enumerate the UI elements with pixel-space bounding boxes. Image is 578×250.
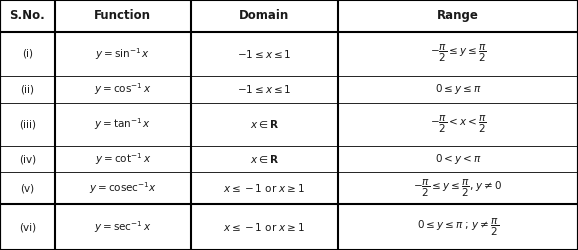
Text: Function: Function (94, 9, 151, 22)
Text: S.No.: S.No. (10, 9, 45, 22)
Text: (iv): (iv) (19, 154, 36, 164)
Text: $x \in \mathbf{R}$: $x \in \mathbf{R}$ (250, 153, 279, 165)
Text: $x \in \mathbf{R}$: $x \in \mathbf{R}$ (250, 118, 279, 130)
Text: $-1 \leq x \leq 1$: $-1 \leq x \leq 1$ (237, 48, 292, 60)
Text: $-\dfrac{\pi}{2} \leq y \leq \dfrac{\pi}{2}$: $-\dfrac{\pi}{2} \leq y \leq \dfrac{\pi}… (429, 43, 487, 64)
Text: $0 \leq y \leq \pi$ ; $y \neq \dfrac{\pi}{2}$: $0 \leq y \leq \pi$ ; $y \neq \dfrac{\pi… (417, 216, 499, 238)
Text: (i): (i) (22, 49, 33, 59)
Text: $-1 \leq x \leq 1$: $-1 \leq x \leq 1$ (237, 84, 292, 96)
Text: $y = \tan^{-1}x$: $y = \tan^{-1}x$ (94, 116, 151, 132)
Text: (v): (v) (20, 183, 35, 193)
Text: $y = \sin^{-1}x$: $y = \sin^{-1}x$ (95, 46, 150, 62)
Text: $y = \mathrm{cosec}^{-1}x$: $y = \mathrm{cosec}^{-1}x$ (89, 180, 157, 196)
Text: $-\dfrac{\pi}{2} \leq y \leq \dfrac{\pi}{2}$, $y \neq 0$: $-\dfrac{\pi}{2} \leq y \leq \dfrac{\pi}… (413, 178, 503, 199)
Text: $y = \sec^{-1}x$: $y = \sec^{-1}x$ (94, 219, 151, 235)
Text: $x \leq -1$ or $x \geq 1$: $x \leq -1$ or $x \geq 1$ (223, 221, 306, 233)
Text: Domain: Domain (239, 9, 290, 22)
Text: $0 \leq y \leq \pi$: $0 \leq y \leq \pi$ (435, 82, 481, 96)
Text: (iii): (iii) (19, 119, 36, 129)
Text: Range: Range (437, 9, 479, 22)
Text: (ii): (ii) (20, 84, 35, 94)
Text: $0 < y < \pi$: $0 < y < \pi$ (435, 152, 481, 166)
Text: $-\dfrac{\pi}{2} < x < \dfrac{\pi}{2}$: $-\dfrac{\pi}{2} < x < \dfrac{\pi}{2}$ (429, 114, 487, 135)
Text: $y = \cos^{-1}x$: $y = \cos^{-1}x$ (94, 82, 151, 97)
Text: $x \leq -1$ or $x \geq 1$: $x \leq -1$ or $x \geq 1$ (223, 182, 306, 194)
Text: (vi): (vi) (19, 222, 36, 232)
Text: $y = \cot^{-1}x$: $y = \cot^{-1}x$ (95, 151, 151, 167)
